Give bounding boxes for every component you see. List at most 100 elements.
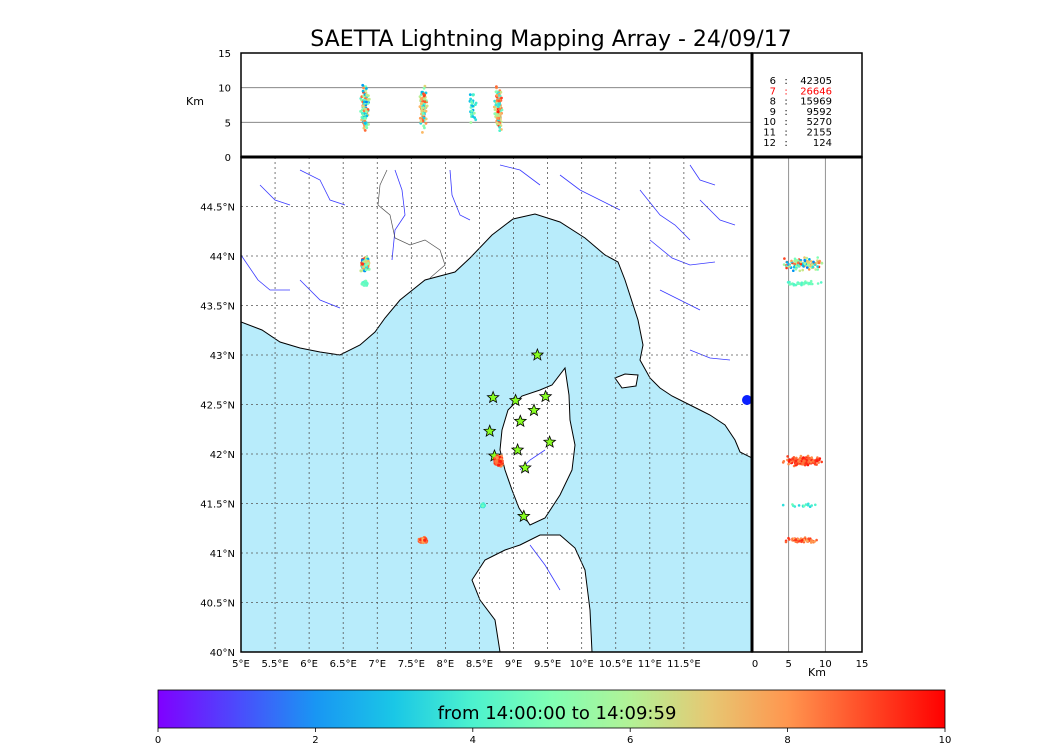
top-lightning-point: [421, 112, 425, 115]
map-x-tick-label: 7.5°E: [398, 659, 425, 670]
side-lightning-point: [786, 455, 789, 458]
side-lightning-point: [787, 462, 790, 466]
side-lightning-point: [808, 258, 811, 261]
station-star: [530, 347, 545, 361]
station-star: [482, 424, 497, 437]
top-lightning-point: [362, 86, 365, 90]
map-x-tick-label: 8°E: [437, 659, 455, 670]
side-lightning-point: [785, 261, 789, 264]
side-lightning-point: [790, 259, 793, 263]
side-lightning-point: [816, 268, 819, 271]
side-lightning-point: [815, 538, 818, 542]
lightning-point: [364, 260, 368, 264]
count-separator: :: [784, 86, 787, 97]
station-star: [513, 414, 528, 428]
side-lightning-point: [811, 265, 815, 269]
top-lightning-point: [363, 121, 367, 125]
map-x-tick-label: 11.5°E: [667, 659, 701, 670]
station-markers: [482, 347, 557, 523]
top-lightning-point: [421, 131, 424, 134]
top-lightning-point: [498, 102, 502, 106]
colorbar-tick-label: 4: [470, 735, 476, 746]
top-lightning-points: [359, 83, 504, 134]
side-lightning-point: [787, 460, 791, 463]
top-lightning-point: [367, 97, 371, 101]
count-value: 9592: [807, 107, 832, 118]
top-lightning-point: [469, 121, 473, 124]
top-y-tick-label: 10: [218, 84, 231, 95]
top-lightning-point: [497, 99, 501, 103]
top-lightning-point: [364, 125, 368, 128]
side-lightning-points: [781, 256, 824, 544]
side-lightning-point: [809, 460, 813, 464]
top-lightning-point: [495, 85, 498, 88]
side-x-tick-label: 15: [856, 659, 869, 670]
count-value: 15969: [800, 97, 832, 108]
side-lightning-point: [810, 456, 813, 459]
side-lightning-point: [806, 259, 809, 263]
colorbar-tick-label: 10: [939, 735, 952, 746]
side-lightning-point: [796, 259, 800, 262]
side-lightning-point: [787, 536, 790, 540]
top-lightning-point: [424, 109, 428, 113]
map-x-tick-label: 6°E: [300, 659, 318, 670]
side-lightning-point: [792, 504, 795, 508]
side-lightning-point: [797, 504, 801, 507]
side-lightning-point: [805, 256, 809, 260]
station-star: [518, 460, 532, 474]
map-y-tick-label: 40.5°N: [200, 599, 235, 610]
side-lightning-point: [793, 257, 797, 261]
top-lightning-point: [468, 93, 472, 96]
side-lightning-point: [801, 538, 804, 542]
side-lightning-point: [796, 282, 799, 286]
lightning-edge-point: [742, 395, 752, 405]
map-y-tick-label: 42°N: [210, 450, 235, 461]
lightning-point: [495, 456, 499, 460]
side-lightning-point: [804, 503, 808, 506]
side-x-ticks: 0 5 10 15: [752, 659, 869, 670]
count-separator: :: [784, 117, 787, 128]
top-lightning-point: [470, 109, 474, 113]
side-lightning-point: [808, 457, 811, 461]
map-y-tick-label: 44°N: [210, 252, 235, 263]
top-lightning-point: [498, 112, 502, 115]
side-lightning-point: [798, 458, 801, 461]
count-value: 5270: [807, 117, 832, 128]
top-lightning-point: [361, 116, 365, 120]
side-lightning-point: [786, 458, 789, 462]
count-value: 2155: [807, 128, 832, 139]
side-lightning-point: [796, 537, 800, 541]
top-lightning-point: [424, 122, 428, 125]
side-lightning-point: [791, 458, 795, 461]
lightning-points: [359, 255, 504, 545]
side-lightning-point: [794, 264, 798, 268]
side-lightning-point: [802, 459, 806, 463]
chart-title: SAETTA Lightning Mapping Array - 24/09/1…: [310, 27, 791, 52]
side-lightning-point: [820, 261, 824, 265]
colorbar-ticks: 0 2 4 6 8 10: [155, 728, 952, 746]
map-x-tick-label: 5.5°E: [261, 659, 288, 670]
side-vlines: [788, 157, 826, 652]
top-lightning-point: [422, 124, 426, 128]
top-lightning-point: [423, 100, 427, 104]
top-lightning-point: [494, 90, 498, 94]
lightning-point: [359, 269, 363, 273]
top-lightning-point: [423, 97, 426, 101]
map-y-tick-label: 41°N: [210, 549, 235, 560]
colorbar: from 14:00:00 to 14:09:59 0 2 4 6 8 10: [155, 689, 952, 746]
top-lightning-point: [469, 112, 473, 116]
lightning-point: [419, 538, 423, 542]
colorbar-tick-label: 6: [627, 735, 633, 746]
top-lightning-point: [495, 121, 499, 125]
side-lightning-point: [792, 269, 795, 273]
station-star: [508, 393, 523, 407]
side-xlabel: Km: [808, 666, 826, 679]
count-label: 10: [763, 117, 776, 128]
lightning-point: [494, 459, 498, 463]
land-mainland: [241, 157, 752, 459]
top-lightning-point: [474, 103, 477, 106]
count-value: 124: [813, 138, 832, 149]
side-lightning-point: [782, 460, 786, 463]
side-lightning-point: [783, 257, 786, 260]
top-lightning-point: [499, 90, 503, 94]
